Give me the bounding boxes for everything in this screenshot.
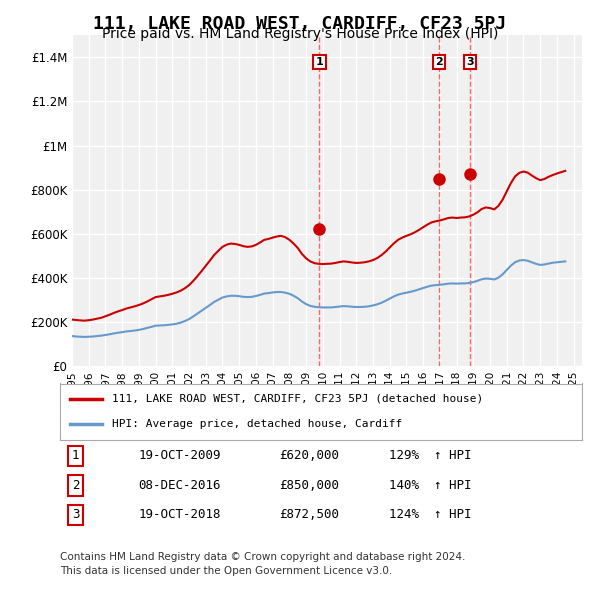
Text: This data is licensed under the Open Government Licence v3.0.: This data is licensed under the Open Gov… — [60, 566, 392, 576]
Text: 1: 1 — [72, 449, 79, 463]
Text: £620,000: £620,000 — [279, 449, 339, 463]
Text: Contains HM Land Registry data © Crown copyright and database right 2024.: Contains HM Land Registry data © Crown c… — [60, 552, 466, 562]
Text: 3: 3 — [72, 508, 79, 522]
Text: 2: 2 — [72, 478, 79, 492]
Text: 2: 2 — [435, 57, 443, 67]
Text: 1: 1 — [316, 57, 323, 67]
Text: 19-OCT-2009: 19-OCT-2009 — [139, 449, 221, 463]
Text: 124%  ↑ HPI: 124% ↑ HPI — [389, 508, 472, 522]
Text: 19-OCT-2018: 19-OCT-2018 — [139, 508, 221, 522]
Text: £872,500: £872,500 — [279, 508, 339, 522]
Text: £850,000: £850,000 — [279, 478, 339, 492]
Text: 129%  ↑ HPI: 129% ↑ HPI — [389, 449, 472, 463]
Text: HPI: Average price, detached house, Cardiff: HPI: Average price, detached house, Card… — [112, 419, 403, 430]
Text: 111, LAKE ROAD WEST, CARDIFF, CF23 5PJ: 111, LAKE ROAD WEST, CARDIFF, CF23 5PJ — [94, 15, 506, 33]
Text: Price paid vs. HM Land Registry's House Price Index (HPI): Price paid vs. HM Land Registry's House … — [102, 27, 498, 41]
Text: 08-DEC-2016: 08-DEC-2016 — [139, 478, 221, 492]
Text: 3: 3 — [466, 57, 474, 67]
Text: 111, LAKE ROAD WEST, CARDIFF, CF23 5PJ (detached house): 111, LAKE ROAD WEST, CARDIFF, CF23 5PJ (… — [112, 394, 484, 404]
Text: 140%  ↑ HPI: 140% ↑ HPI — [389, 478, 472, 492]
